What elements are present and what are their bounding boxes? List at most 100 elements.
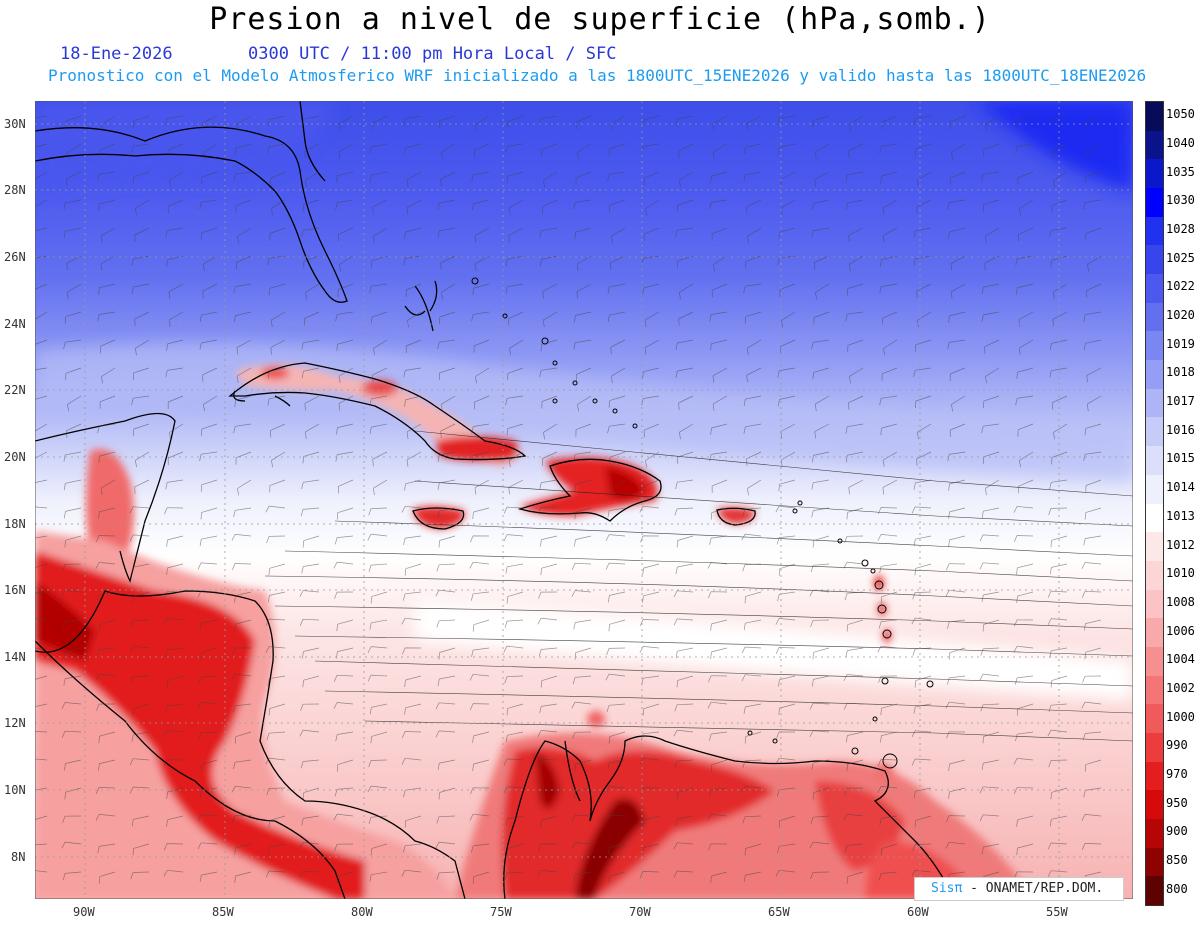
yucatan-coast [35,412,176,583]
wind-barbs [35,115,1102,884]
legend-level-label: 990 [1166,738,1188,753]
legend-level-label: 1008 [1166,594,1195,609]
legend-level-label: 1050 [1166,107,1195,122]
legend-swatch [1146,589,1163,619]
graticule [35,101,1133,899]
legend-swatch [1146,302,1163,332]
lat-label-18n: 18N [4,517,26,531]
legend-swatch [1146,818,1163,849]
legend-swatch [1146,790,1163,820]
legend-level-label: 1035 [1166,164,1195,179]
credit-org: - ONAMET/REP.DOM. [962,881,1104,896]
legend-level-label: 1014 [1166,480,1195,495]
lat-label-28n: 28N [4,183,26,197]
legend-swatch [1146,675,1163,705]
lat-label-10n: 10N [4,783,26,797]
legend-level-label: 1030 [1166,193,1195,208]
legend-swatch [1146,188,1163,218]
legend-level-label: 1006 [1166,623,1195,638]
legend-level-label: 900 [1166,824,1188,839]
legend-level-label: 1015 [1166,451,1195,466]
legend-level-label: 1010 [1166,566,1195,581]
legend-level-label: 1040 [1166,136,1195,151]
legend-level-label: 1028 [1166,222,1195,237]
lat-label-16n: 16N [4,583,26,597]
south-america-coast [503,735,956,899]
wind-barb-paths [35,115,1102,884]
lon-label-65w: 65W [768,905,790,919]
legend-swatch [1146,618,1163,648]
legend-swatch [1146,847,1163,877]
legend-level-label: 1025 [1166,250,1195,265]
legend-level-label: 1016 [1166,422,1195,437]
legend-swatch [1146,761,1163,791]
legend-swatch [1146,532,1163,562]
coastlines [35,101,956,899]
islands [471,277,934,769]
legend-swatch [1146,417,1163,447]
legend-level-label: 1000 [1166,709,1195,724]
lat-label-30n: 30N [4,117,26,131]
legend-swatch [1146,503,1163,533]
lat-label-14n: 14N [4,650,26,664]
lon-label-85w: 85W [212,905,234,919]
lat-label-26n: 26N [4,250,26,264]
central-america-coast [35,590,466,899]
legend-swatch [1146,159,1163,189]
lon-label-55w: 55W [1046,905,1068,919]
hispaniola-coast [517,458,662,522]
lat-label-24n: 24N [4,317,26,331]
legend-swatch [1146,388,1163,418]
legend-swatch [1146,560,1163,591]
credit-brand: Sisπ [931,881,963,896]
lon-label-75w: 75W [490,905,512,919]
jamaica-low [413,506,465,529]
legend-swatch [1146,360,1163,390]
puerto-rico-coast [716,507,756,526]
legend-level-label: 1018 [1166,365,1195,380]
cuba-coast [228,362,527,461]
legend-swatch [1146,646,1163,677]
legend-swatch [1146,245,1163,275]
legend-level-label: 950 [1166,795,1188,810]
forecast-date: 18-Ene-2026 [60,44,173,64]
page-title: Presion a nivel de superficie (hPa,somb.… [209,2,991,37]
credit-box: Sisπ - ONAMET/REP.DOM. [914,877,1124,901]
lat-label-12n: 12N [4,716,26,730]
legend-swatch [1146,331,1163,361]
lat-label-8n: 8N [11,850,26,864]
legend-level-label: 1012 [1166,537,1195,552]
legend-swatch [1146,704,1163,734]
forecast-time: 0300 UTC / 11:00 pm Hora Local / SFC [248,44,617,64]
pressure-legend [1145,101,1164,906]
legend-swatch [1146,732,1163,763]
legend-swatch [1146,102,1163,132]
legend-level-label: 1013 [1166,508,1195,523]
legend-level-label: 1017 [1166,394,1195,409]
puerto-rico-low [717,507,755,524]
legend-swatch [1146,446,1163,476]
lat-label-20n: 20N [4,450,26,464]
legend-level-label: 970 [1166,766,1188,781]
jamaica-coast [412,507,465,530]
lon-label-90w: 90W [73,905,95,919]
legend-level-label: 1022 [1166,279,1195,294]
legend-level-label: 800 [1166,881,1188,896]
legend-level-label: 1020 [1166,308,1195,323]
lon-label-80w: 80W [351,905,373,919]
forecast-info: Pronostico con el Modelo Atmosferico WRF… [48,66,1147,85]
lat-label-22n: 22N [4,383,26,397]
legend-swatch [1146,130,1163,160]
legend-swatch [1146,474,1163,504]
legend-swatch [1146,876,1163,906]
florida-coast [35,126,348,303]
legend-level-label: 1004 [1166,652,1195,667]
legend-swatch [1146,274,1163,304]
lon-label-60w: 60W [907,905,929,919]
legend-level-label: 1019 [1166,336,1195,351]
legend-swatch [1146,216,1163,246]
lon-label-70w: 70W [629,905,651,919]
pressure-map [35,101,1133,899]
legend-level-label: 1002 [1166,680,1195,695]
legend-level-label: 850 [1166,852,1188,867]
